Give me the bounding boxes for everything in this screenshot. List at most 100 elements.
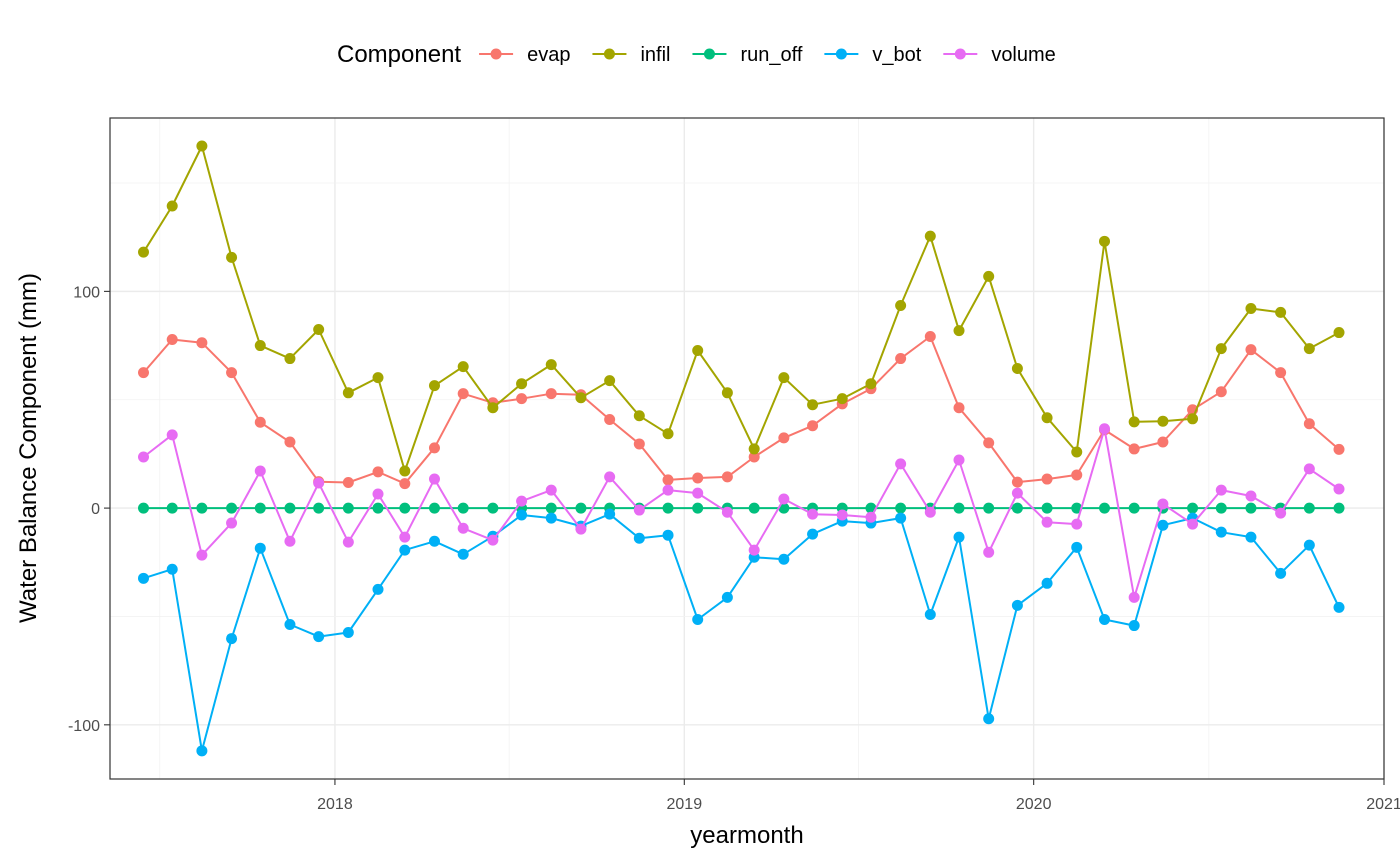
legend-key-point xyxy=(835,48,847,60)
data-point-infil xyxy=(1303,343,1315,355)
data-point-run_off xyxy=(196,502,208,514)
data-point-evap xyxy=(166,333,178,345)
data-point-infil xyxy=(1099,235,1111,247)
data-point-run_off xyxy=(284,502,296,514)
data-point-v_bot xyxy=(342,626,354,638)
data-point-run_off xyxy=(692,502,704,514)
y-tick-label: 0 xyxy=(91,501,100,518)
data-point-v_bot xyxy=(953,531,965,543)
data-point-run_off xyxy=(545,502,557,514)
legend-label: infil xyxy=(640,44,670,66)
data-point-run_off xyxy=(1245,502,1257,514)
data-point-v_bot xyxy=(226,633,238,645)
data-point-evap xyxy=(748,451,760,463)
data-point-infil xyxy=(895,299,907,311)
data-point-evap xyxy=(1245,344,1257,356)
data-point-run_off xyxy=(1187,502,1199,514)
data-point-run_off xyxy=(166,502,178,514)
data-point-run_off xyxy=(254,502,266,514)
data-point-evap xyxy=(721,471,733,483)
data-point-volume xyxy=(748,544,760,556)
data-point-infil xyxy=(662,428,674,440)
data-point-volume xyxy=(457,522,469,534)
data-point-volume xyxy=(721,506,733,518)
data-point-v_bot xyxy=(633,532,645,544)
data-point-evap xyxy=(1215,386,1227,398)
plot-panel xyxy=(110,118,1384,779)
data-point-volume xyxy=(516,495,528,507)
data-point-volume xyxy=(1041,516,1053,528)
data-point-infil xyxy=(196,140,208,152)
legend-label: v_bot xyxy=(872,44,921,66)
data-point-volume xyxy=(226,517,238,529)
data-point-volume xyxy=(895,458,907,470)
data-point-evap xyxy=(1303,418,1315,430)
data-point-v_bot xyxy=(692,613,704,625)
data-point-volume xyxy=(633,504,645,516)
data-point-infil xyxy=(372,372,384,384)
data-point-run_off xyxy=(1215,502,1227,514)
data-point-volume xyxy=(1303,463,1315,475)
data-point-run_off xyxy=(399,502,411,514)
x-tick-label: 2020 xyxy=(1016,796,1052,813)
data-point-evap xyxy=(226,367,238,379)
legend: Component evap infil run_off v_bot volume xyxy=(337,41,1056,68)
data-point-run_off xyxy=(138,502,150,514)
data-point-infil xyxy=(1071,446,1083,458)
x-tick-label: 2018 xyxy=(317,796,353,813)
data-point-volume xyxy=(575,523,587,535)
legend-item-evap: evap xyxy=(479,44,570,66)
data-point-run_off xyxy=(1011,502,1023,514)
data-point-volume xyxy=(1157,498,1169,510)
data-point-evap xyxy=(1128,443,1140,455)
data-point-run_off xyxy=(428,502,440,514)
data-point-v_bot xyxy=(1011,599,1023,611)
data-point-infil xyxy=(342,387,354,399)
data-point-evap xyxy=(399,478,411,490)
data-point-infil xyxy=(166,200,178,212)
data-point-v_bot xyxy=(604,508,616,520)
data-point-v_bot xyxy=(924,609,936,621)
data-point-run_off xyxy=(372,502,384,514)
data-point-volume xyxy=(1275,507,1287,519)
legend-item-infil: infil xyxy=(592,44,670,66)
data-point-infil xyxy=(1333,327,1345,339)
data-point-volume xyxy=(1128,591,1140,603)
data-point-volume xyxy=(1333,483,1345,495)
data-point-volume xyxy=(1099,423,1111,435)
legend-label: volume xyxy=(991,44,1055,66)
data-point-infil xyxy=(226,251,238,263)
data-point-volume xyxy=(342,536,354,548)
data-point-volume xyxy=(372,488,384,500)
data-point-volume xyxy=(604,471,616,483)
data-point-v_bot xyxy=(166,563,178,575)
data-point-v_bot xyxy=(196,745,208,757)
series-infil xyxy=(138,140,1345,477)
data-point-infil xyxy=(457,361,469,373)
data-point-volume xyxy=(487,534,499,546)
data-point-evap xyxy=(1071,469,1083,481)
data-point-volume xyxy=(692,487,704,499)
data-point-infil xyxy=(313,324,325,336)
data-point-v_bot xyxy=(516,509,528,521)
data-point-infil xyxy=(1011,363,1023,375)
data-point-volume xyxy=(1187,518,1199,530)
x-tick-label: 2021 xyxy=(1366,796,1400,813)
data-point-evap xyxy=(778,432,790,444)
data-point-run_off xyxy=(895,502,907,514)
data-point-infil xyxy=(399,465,411,477)
data-point-volume xyxy=(778,493,790,505)
data-point-v_bot xyxy=(545,512,557,524)
data-point-evap xyxy=(1333,443,1345,455)
data-point-v_bot xyxy=(1071,541,1083,553)
plot-border xyxy=(109,117,1385,780)
data-point-volume xyxy=(1071,518,1083,530)
data-point-infil xyxy=(1157,415,1169,427)
data-point-evap xyxy=(953,402,965,414)
data-point-run_off xyxy=(575,502,587,514)
data-point-infil xyxy=(778,372,790,384)
legend-key-point xyxy=(490,48,502,60)
data-point-v_bot xyxy=(1245,531,1257,543)
data-point-evap xyxy=(807,420,819,432)
